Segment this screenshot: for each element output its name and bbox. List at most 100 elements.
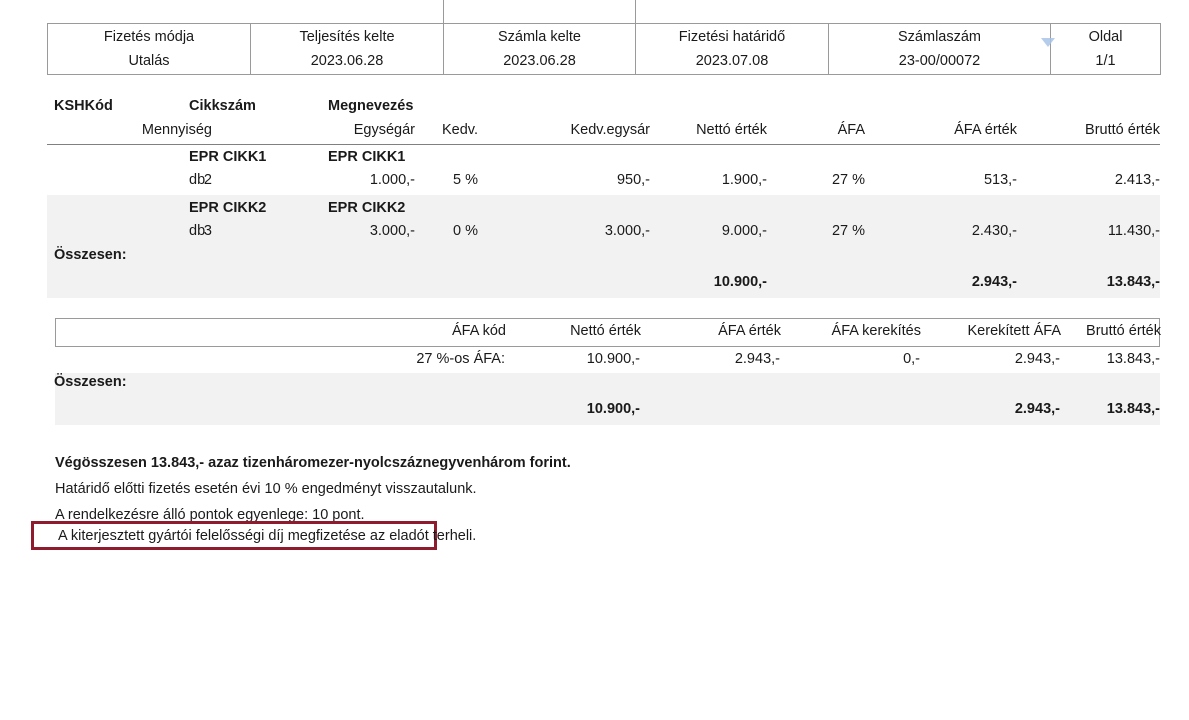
cut-cell-1 xyxy=(47,0,251,24)
invoice-header-cut-row xyxy=(47,0,1161,24)
item-number: EPR CIKK1 xyxy=(189,149,267,165)
vat-total-gross-value: 13.843,- xyxy=(1106,401,1160,417)
vat-row-vat-value: 2.943,- xyxy=(734,351,780,367)
header-cell-page: Oldal 1/1 xyxy=(1050,23,1161,75)
item-vat-rate: 27 % xyxy=(831,223,865,239)
value-payment-method: Utalás xyxy=(128,53,170,69)
vat-totals-label: Összesen: xyxy=(54,374,127,390)
vat-total-rounded-vat: 2.943,- xyxy=(1014,401,1060,417)
col-header-net-value: Nettó érték xyxy=(696,122,767,138)
label-due-date: Fizetési határidő xyxy=(678,28,786,45)
items-totals-row: Összesen: 10.900,- 2.943,- 13.843,- xyxy=(47,246,1160,298)
vat-summary-header: ÁFA kód Nettó érték ÁFA érték ÁFA kerekí… xyxy=(55,318,1161,347)
header-cell-invoice-date: Számla kelte 2023.06.28 xyxy=(443,23,636,75)
item-quantity: 3 xyxy=(203,223,212,239)
vat-row-gross-value: 13.843,- xyxy=(1106,351,1160,367)
cut-cell-5 xyxy=(829,0,1051,24)
item-quantity: 2 xyxy=(203,172,212,188)
item-row-line-1: EPR CIKK2 EPR CIKK2 xyxy=(47,198,1160,218)
item-unit: db xyxy=(189,172,206,188)
vat-row-code: 27 %-os ÁFA: xyxy=(416,351,505,367)
table-row: EPR CIKK1 EPR CIKK1 2 db 1.000,- 5 % 950… xyxy=(47,144,1160,195)
vat-summary-row: 27 %-os ÁFA: 10.900,- 2.943,- 0,- 2.943,… xyxy=(55,347,1160,373)
col-header-unit-price: Egységár xyxy=(353,122,415,138)
items-table-header: KSHKód Cikkszám Megnevezés Mennyiség Egy… xyxy=(47,96,1160,145)
col-header-item-number: Cikkszám xyxy=(189,98,256,114)
item-row-line-2: 3 db 3.000,- 0 % 3.000,- 9.000,- 27 % 2.… xyxy=(47,221,1160,241)
col-header-quantity: Mennyiség xyxy=(141,122,212,138)
vat-summary-table: ÁFA kód Nettó érték ÁFA érték ÁFA kerekí… xyxy=(54,318,1161,425)
vat-col-header-code: ÁFA kód xyxy=(451,323,506,339)
vat-col-header-vat-value: ÁFA érték xyxy=(718,323,781,339)
label-fulfillment-date: Teljesítés kelte xyxy=(299,28,395,45)
item-row-line-2: 2 db 1.000,- 5 % 950,- 1.900,- 27 % 513,… xyxy=(47,170,1160,190)
label-invoice-date: Számla kelte xyxy=(497,28,581,45)
item-description: EPR CIKK1 xyxy=(328,149,406,165)
item-vat-value: 513,- xyxy=(983,172,1017,188)
item-discount: 5 % xyxy=(453,172,478,188)
header-cell-payment-method: Fizetés módja Utalás xyxy=(47,23,251,75)
vat-row-net-value: 10.900,- xyxy=(586,351,640,367)
item-discount: 0 % xyxy=(453,223,478,239)
value-invoice-date: 2023.06.28 xyxy=(503,53,576,69)
col-header-kshk-code: KSHKód xyxy=(54,98,113,114)
items-total-vat-value: 2.943,- xyxy=(971,274,1017,290)
value-due-date: 2023.07.08 xyxy=(695,53,769,69)
col-header-vat-rate: ÁFA xyxy=(837,122,865,138)
header-cell-due-date: Fizetési határidő 2023.07.08 xyxy=(635,23,829,75)
item-net-value: 9.000,- xyxy=(721,223,767,239)
vat-total-net-value: 10.900,- xyxy=(586,401,640,417)
cut-cell-3 xyxy=(443,0,636,24)
item-disc-unit-price: 3.000,- xyxy=(604,223,650,239)
value-page: 1/1 xyxy=(1095,53,1116,69)
item-vat-value: 2.430,- xyxy=(971,223,1017,239)
vat-col-header-rounded-vat: Kerekített ÁFA xyxy=(967,323,1062,339)
header-cell-fulfillment-date: Teljesítés kelte 2023.06.28 xyxy=(250,23,444,75)
invoice-header-table: Fizetés módja Utalás Teljesítés kelte 20… xyxy=(47,0,1161,75)
item-net-value: 1.900,- xyxy=(721,172,767,188)
cut-cell-2 xyxy=(250,0,444,24)
footer-notes: Végösszesen 13.843,- azaz tizenháromezer… xyxy=(55,450,755,528)
item-description: EPR CIKK2 xyxy=(328,200,406,216)
note-epr-fee: A kiterjesztett gyártói felelősségi díj … xyxy=(58,527,477,544)
cut-cell-6 xyxy=(1051,0,1161,24)
items-totals-label: Összesen: xyxy=(54,247,127,263)
header-cell-invoice-number: Számlaszám 23-00/00072 xyxy=(828,23,1051,75)
item-gross-value: 11.430,- xyxy=(1107,223,1160,239)
comment-marker-icon xyxy=(1041,38,1055,47)
items-header-divider xyxy=(47,144,1160,145)
item-vat-rate: 27 % xyxy=(831,172,865,188)
vat-row-rounding: 0,- xyxy=(903,351,920,367)
item-gross-value: 2.413,- xyxy=(1114,172,1160,188)
col-header-discount: Kedv. xyxy=(441,122,478,138)
cut-cell-4 xyxy=(636,0,829,24)
note-early-payment: Határidő előtti fizetés esetén évi 10 % … xyxy=(55,481,477,497)
items-total-net-value: 10.900,- xyxy=(713,274,767,290)
label-invoice-number: Számlaszám xyxy=(898,28,981,45)
vat-totals-row: Összesen: 10.900,- 2.943,- 13.843,- xyxy=(54,373,1160,425)
note-points-balance: A rendelkezésre álló pontok egyenlege: 1… xyxy=(55,507,365,523)
value-invoice-number: 23-00/00072 xyxy=(898,53,981,69)
col-header-disc-unit-price: Kedv.egysár xyxy=(570,122,650,138)
col-header-description: Megnevezés xyxy=(328,98,414,114)
value-fulfillment-date: 2023.06.28 xyxy=(310,53,384,69)
items-table: KSHKód Cikkszám Megnevezés Mennyiség Egy… xyxy=(47,96,1160,298)
item-disc-unit-price: 950,- xyxy=(616,172,650,188)
item-number: EPR CIKK2 xyxy=(189,200,267,216)
invoice-header-row: Fizetés módja Utalás Teljesítés kelte 20… xyxy=(47,23,1161,75)
epr-fee-highlight-box: A kiterjesztett gyártói felelősségi díj … xyxy=(31,521,476,550)
col-header-gross-value: Bruttó érték xyxy=(1085,122,1160,138)
col-header-vat-value: ÁFA érték xyxy=(954,122,1017,138)
vat-col-header-gross-value: Bruttó érték xyxy=(1086,323,1161,339)
items-totals-values: 10.900,- 2.943,- 13.843,- xyxy=(47,272,1160,292)
items-header-row-1: KSHKód Cikkszám Megnevezés xyxy=(47,96,1160,119)
note-grand-total: Végösszesen 13.843,- azaz tizenháromezer… xyxy=(55,455,571,471)
item-unit-price: 1.000,- xyxy=(369,172,415,188)
vat-totals-values: 10.900,- 2.943,- 13.843,- xyxy=(55,399,1160,419)
table-row: EPR CIKK2 EPR CIKK2 3 db 3.000,- 0 % 3.0… xyxy=(47,195,1160,246)
vat-col-header-net-value: Nettó érték xyxy=(570,323,641,339)
vat-col-header-rounding: ÁFA kerekítés xyxy=(831,323,921,339)
item-row-line-1: EPR CIKK1 EPR CIKK1 xyxy=(47,147,1160,167)
items-total-gross-value: 13.843,- xyxy=(1106,274,1160,290)
